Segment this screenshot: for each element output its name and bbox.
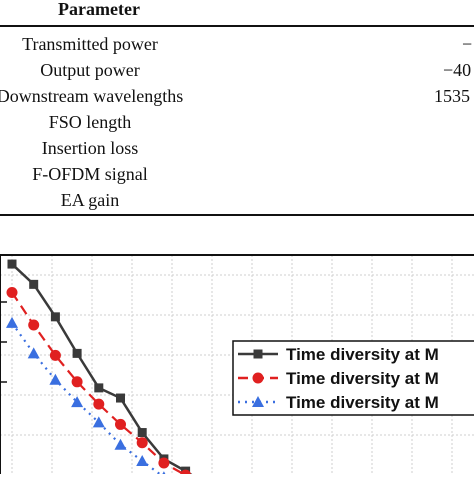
series-2	[6, 286, 192, 479]
data-point-triangle	[6, 316, 18, 328]
chart-legend: Time diversity at M Time diversity at M Ti…	[232, 340, 474, 416]
data-point-circle	[252, 372, 264, 384]
data-point-square	[137, 428, 147, 438]
data-point-triangle	[71, 396, 84, 408]
table-bottom-rule	[0, 214, 474, 216]
table-row-label: Insertion loss	[41, 138, 139, 158]
table-row-label: Transmitted power	[22, 34, 158, 54]
table-row-value: −	[462, 34, 473, 54]
legend-label: Time diversity at M	[286, 369, 439, 388]
data-point-triangle	[136, 454, 149, 466]
data-point-square	[29, 279, 39, 289]
data-point-circle	[136, 437, 148, 449]
data-point-triangle	[49, 373, 62, 385]
parameter-table: Parameter Transmitted power − Output pow…	[0, 0, 474, 218]
table-row-label: Downstream wavelengths	[0, 86, 184, 106]
table-row-label: FSO length	[48, 112, 132, 132]
series-line	[11, 322, 165, 479]
table-row-label: F-OFDM signal	[32, 164, 148, 184]
line-chart: Time diversity at M Time diversity at M Ti…	[0, 254, 474, 479]
data-point-square	[116, 393, 125, 403]
table-row-value: 1535	[434, 86, 470, 106]
data-point-circle	[93, 398, 105, 410]
data-point-circle	[115, 418, 126, 430]
table-header-rule	[0, 25, 474, 27]
legend-label: Time diversity at M	[286, 393, 439, 412]
series-line	[11, 263, 200, 479]
data-point-square	[253, 349, 263, 359]
data-point-square	[72, 348, 82, 358]
table-row-value: −40	[443, 60, 472, 80]
data-point-circle	[49, 349, 61, 361]
series-3	[6, 316, 169, 479]
table-row-label: Output power	[40, 60, 140, 80]
chart-plot	[6, 259, 200, 479]
data-point-triangle	[92, 416, 105, 428]
data-point-square	[7, 259, 17, 269]
data-point-circle	[28, 319, 40, 331]
data-point-triangle	[114, 438, 127, 450]
series-1	[7, 259, 200, 479]
data-point-triangle	[252, 396, 264, 407]
series-line	[11, 291, 187, 477]
data-point-triangle	[27, 347, 40, 359]
table-row-label: EA gain	[60, 190, 120, 210]
data-point-circle	[6, 286, 18, 298]
data-point-circle	[158, 457, 170, 469]
legend-label: Time diversity at M	[286, 345, 439, 364]
data-point-square	[50, 312, 60, 322]
figure: Time diversity at M Time diversity at M Ti…	[0, 250, 474, 479]
data-point-square	[94, 383, 104, 393]
table-header-parameter: Parameter	[58, 0, 140, 19]
data-point-circle	[71, 376, 83, 388]
